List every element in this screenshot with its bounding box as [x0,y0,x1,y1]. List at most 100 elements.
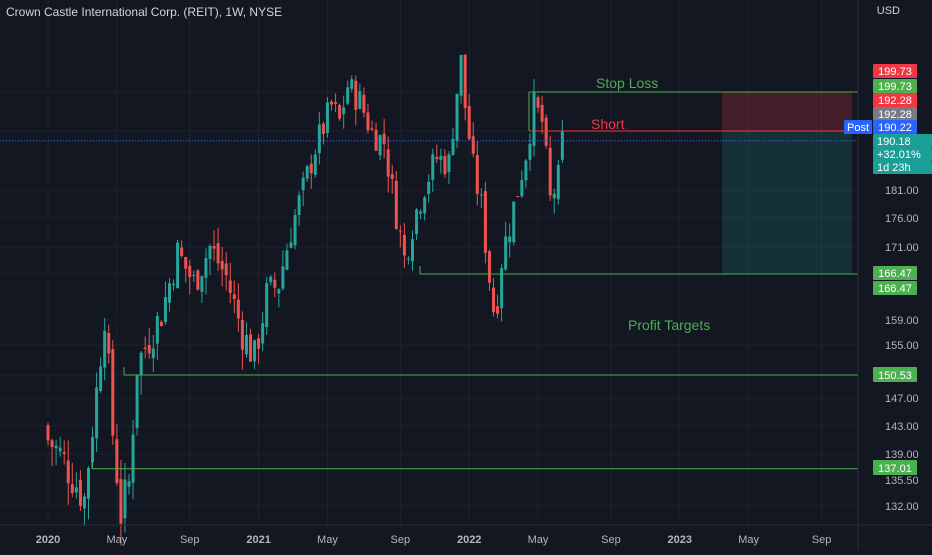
y-tick-label-2: 139.00 [885,449,919,461]
candle-body-89 [406,258,410,260]
candle-body-35 [188,265,192,278]
candle-body-46 [232,294,236,299]
candle-body-44 [224,263,228,276]
candle-body-56 [273,279,277,288]
stop-zone [722,92,852,131]
x-tick-label-6: 2022 [457,534,481,546]
candle-body-27 [155,316,159,344]
candle-body-6 [70,484,74,494]
price-label-box-10 [873,281,917,295]
candle-body-92 [419,211,423,214]
candle-body-87 [398,230,402,232]
candle-body-78 [362,94,366,113]
price-label-text-5: 190.22 [878,122,912,134]
annotation-lines [0,91,858,470]
candle-body-18 [119,479,123,524]
price-label-text-9: 166.47 [878,268,912,280]
candle-body-114 [508,236,512,243]
candle-body-26 [151,348,155,359]
candle-body-81 [374,129,378,151]
candle-body-98 [443,156,447,175]
candle-body-93 [423,197,427,214]
candle-body-33 [180,247,184,256]
candle-body-106 [475,154,479,194]
candle-body-110 [492,287,495,313]
y-tick-label-9: 171.00 [885,242,919,254]
candle-body-52 [257,338,261,349]
candle-body-123 [544,117,548,146]
currency-label: USD [876,5,900,17]
candle-body-99 [447,154,451,173]
candle-body-77 [358,91,362,109]
candle-body-91 [415,209,419,235]
price-label-text-8: 1d 23h [877,162,911,174]
candle-body-94 [427,181,431,194]
candle-body-67 [317,124,321,154]
candle-body-63 [301,177,305,191]
x-tick-label-9: 2023 [668,534,692,546]
y-tick-label-4: 147.00 [885,393,919,405]
candle-body-104 [467,105,471,140]
candle-body-7 [74,487,78,493]
price-label-text-7: +32.01% [877,149,921,161]
profit-zone [722,131,852,274]
candle-body-41 [212,246,216,249]
candle-body-115 [512,201,516,243]
candle-body-48 [240,319,244,350]
price-label-text-10: 166.47 [878,283,912,295]
y-tick-label-3: 143.00 [885,421,919,433]
price-label-box-8 [873,161,932,174]
candle-body-37 [196,270,200,290]
price-label-box-2 [873,93,917,107]
candle-body-83 [382,133,386,145]
candle-body-126 [556,164,560,200]
candle-body-8 [78,480,82,506]
price-label-box-11 [873,367,917,382]
candle-body-61 [293,214,297,246]
x-tick-label-4: May [317,534,338,546]
candle-body-111 [496,306,500,314]
candle-body-118 [524,160,528,181]
candle-body-57 [277,289,281,294]
price-label-text-2: 192.28 [878,95,912,107]
candle-body-47 [236,299,240,319]
price-label-text-12: 137.01 [878,463,912,475]
price-label-text-4: Post [847,122,869,134]
candle-body-14 [103,330,107,368]
price-label-text-3: 192.28 [878,109,912,121]
candle-body-68 [321,123,325,134]
candle-body-64 [305,166,309,179]
candle-body-49 [244,334,248,355]
candle-body-90 [411,239,414,262]
y-tick-label-1: 135.50 [885,475,919,487]
candle-body-19 [123,479,127,519]
candle-body-84 [386,149,390,177]
x-tick-label-3: 2021 [246,534,270,546]
x-tick-label-0: 2020 [36,534,60,546]
candle-body-10 [87,468,90,499]
y-tick-label-11: 181.00 [885,185,919,197]
y-tick-label-0: 132.00 [885,501,919,513]
candle-body-9 [82,496,86,509]
candle-body-22 [135,374,139,429]
candle-body-40 [208,246,212,260]
candle-body-30 [168,283,171,303]
candle-body-38 [200,276,204,292]
price-label-box-5 [873,120,917,134]
y-tick-label-10: 176.00 [885,213,919,225]
x-tick-label-5: Sep [391,534,411,546]
candle-body-24 [143,347,147,349]
candle-body-109 [487,251,491,283]
candle-body-66 [313,154,317,175]
candle-body-11 [91,436,95,463]
short-annotation: Short [591,116,625,132]
candle-body-112 [500,268,504,309]
candle-body-20 [127,481,131,487]
candle-body-75 [350,79,354,89]
candle-body-105 [471,136,475,154]
price-label-text-11: 150.53 [878,370,912,382]
candle-body-55 [269,276,273,283]
price-label-box-0 [873,64,917,78]
candle-body-4 [62,452,66,454]
